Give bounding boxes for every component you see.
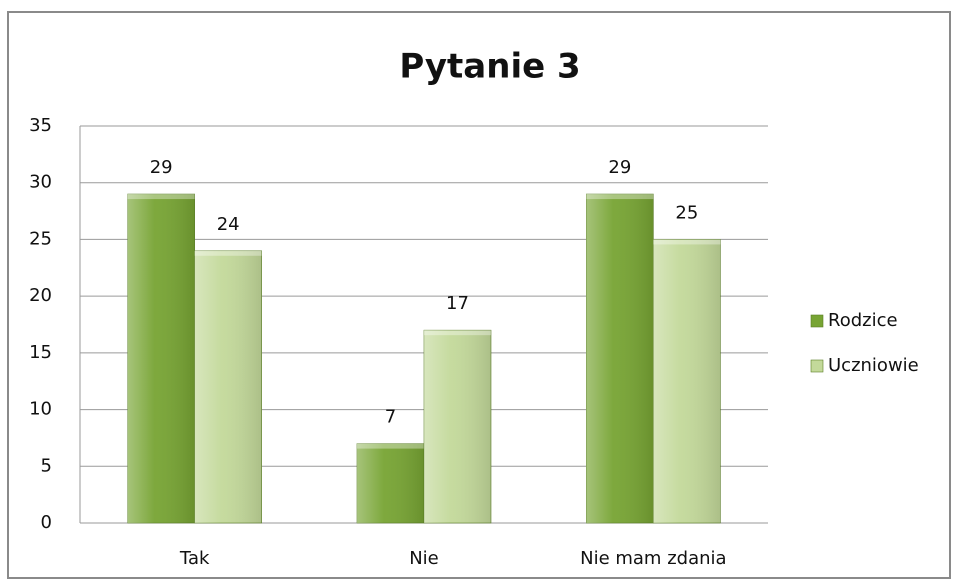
- y-tick-label: 5: [41, 455, 52, 476]
- legend-label: Uczniowie: [828, 355, 919, 376]
- bar-shine: [424, 330, 491, 523]
- y-tick-label: 0: [41, 512, 52, 533]
- y-tick-label: 15: [29, 342, 52, 363]
- bar-shine: [586, 194, 654, 524]
- x-tick-label: Nie: [409, 548, 439, 569]
- bar-shine: [653, 239, 721, 523]
- bar-cap: [653, 239, 721, 245]
- bar-shine: [357, 443, 424, 523]
- x-tick-label: Tak: [179, 548, 210, 569]
- data-label: 17: [446, 293, 469, 314]
- legend-swatch: [810, 359, 824, 373]
- bar-shine: [194, 250, 262, 523]
- y-tick-label: 10: [29, 399, 52, 420]
- bar-cap: [127, 194, 195, 200]
- bar-cap: [424, 330, 491, 336]
- bar-cap: [194, 250, 262, 256]
- legend-label: Rodzice: [828, 310, 898, 331]
- y-tick-label: 25: [29, 228, 52, 249]
- y-tick-label: 30: [29, 172, 52, 193]
- data-label: 25: [675, 202, 698, 223]
- bar-cap: [357, 443, 424, 449]
- y-tick-label: 35: [29, 115, 52, 136]
- chart-title: Pytanie 3: [399, 47, 580, 87]
- x-tick-label: Nie mam zdania: [580, 548, 726, 569]
- y-tick-label: 20: [29, 285, 52, 306]
- data-label: 7: [385, 407, 396, 428]
- legend-swatch: [810, 314, 824, 328]
- data-label: 29: [608, 157, 631, 178]
- data-label: 24: [217, 214, 240, 235]
- bar-cap: [586, 194, 654, 200]
- bar-shine: [127, 194, 195, 524]
- data-label: 29: [150, 157, 173, 178]
